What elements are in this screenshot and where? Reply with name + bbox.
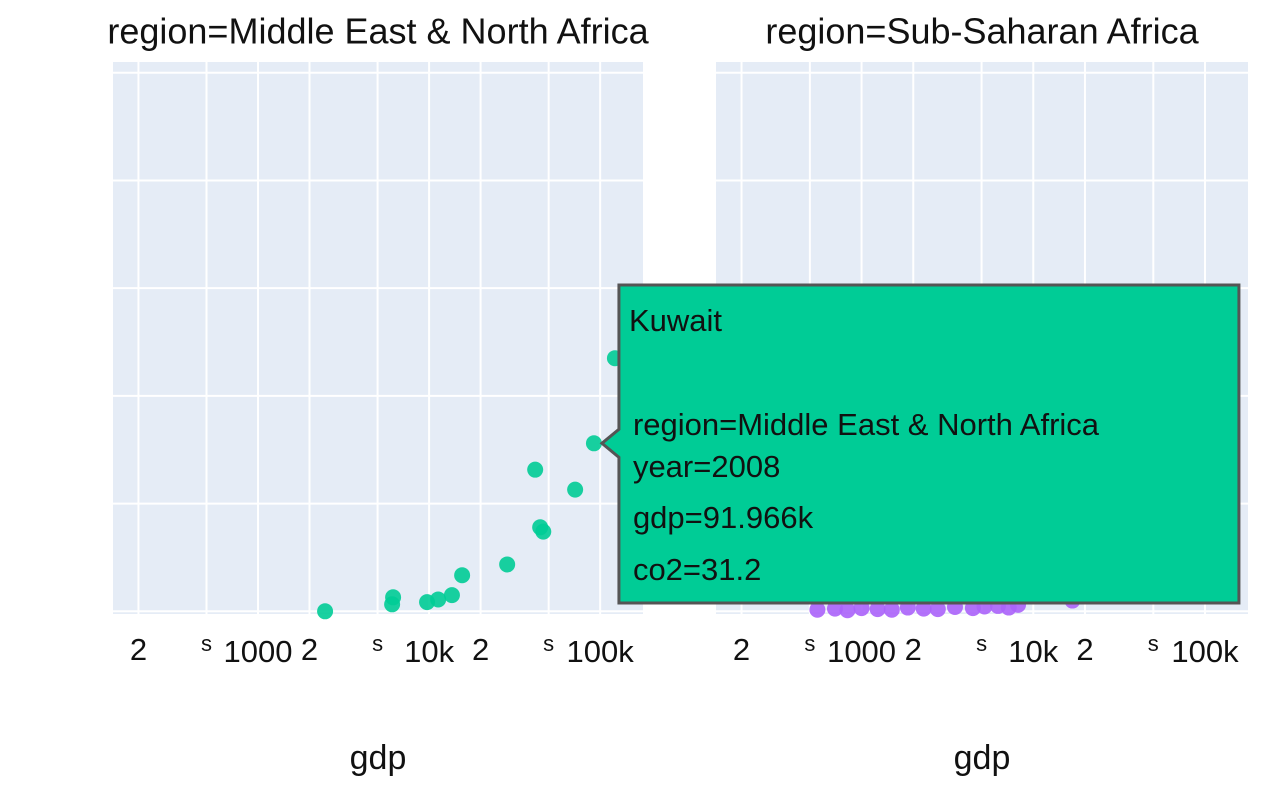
x-tick-label: 2 bbox=[130, 632, 147, 667]
data-point bbox=[585, 435, 602, 452]
data-point bbox=[915, 600, 932, 617]
data-point bbox=[929, 601, 946, 618]
x-tick-label: s bbox=[372, 631, 383, 656]
tooltip-title: Kuwait bbox=[629, 303, 722, 338]
x-tick-label: 100k bbox=[567, 634, 635, 669]
tooltip-line: year=2008 bbox=[633, 449, 780, 484]
tooltip-line: co2=31.2 bbox=[633, 552, 761, 587]
hover-tooltip: Kuwait region=Middle East & North Africa y… bbox=[599, 283, 1241, 605]
data-point bbox=[430, 591, 447, 608]
facet-title: region=Sub-Saharan Africa bbox=[765, 11, 1199, 52]
x-tick-label: 1000 bbox=[224, 634, 293, 669]
x-tick-label: 2 bbox=[733, 632, 750, 667]
data-point bbox=[527, 461, 544, 478]
tooltip-box bbox=[599, 283, 1241, 605]
data-point bbox=[869, 601, 886, 618]
x-tick-label: 2 bbox=[301, 632, 318, 667]
x-tick-label: s bbox=[1148, 631, 1159, 656]
data-point bbox=[826, 600, 843, 617]
x-tick-label: s bbox=[804, 631, 815, 656]
x-tick-label: 10k bbox=[1008, 634, 1058, 669]
data-point bbox=[883, 601, 900, 618]
data-point bbox=[839, 602, 856, 619]
tooltip-line: gdp=91.966k bbox=[633, 500, 814, 535]
x-tick-label: 1000 bbox=[827, 634, 896, 669]
x-tick-label: 2 bbox=[1076, 632, 1093, 667]
x-tick-label: 2 bbox=[472, 632, 489, 667]
x-axis-title: gdp bbox=[350, 739, 407, 777]
data-point bbox=[443, 587, 460, 604]
data-point bbox=[317, 603, 334, 620]
data-point bbox=[385, 589, 402, 606]
data-point bbox=[499, 556, 516, 573]
data-point bbox=[809, 601, 826, 618]
facet-title: region=Middle East & North Africa bbox=[107, 11, 649, 52]
x-axis-title: gdp bbox=[954, 739, 1011, 777]
x-tick-label: 100k bbox=[1171, 634, 1239, 669]
data-point bbox=[454, 567, 471, 584]
x-tick-label: s bbox=[201, 631, 212, 656]
x-tick-label: s bbox=[543, 631, 554, 656]
x-tick-label: s bbox=[976, 631, 987, 656]
x-tick-label: 10k bbox=[404, 634, 454, 669]
data-point bbox=[535, 523, 552, 540]
x-tick-label: 2 bbox=[905, 632, 922, 667]
data-point bbox=[567, 481, 584, 498]
tooltip-line: region=Middle East & North Africa bbox=[633, 407, 1100, 442]
